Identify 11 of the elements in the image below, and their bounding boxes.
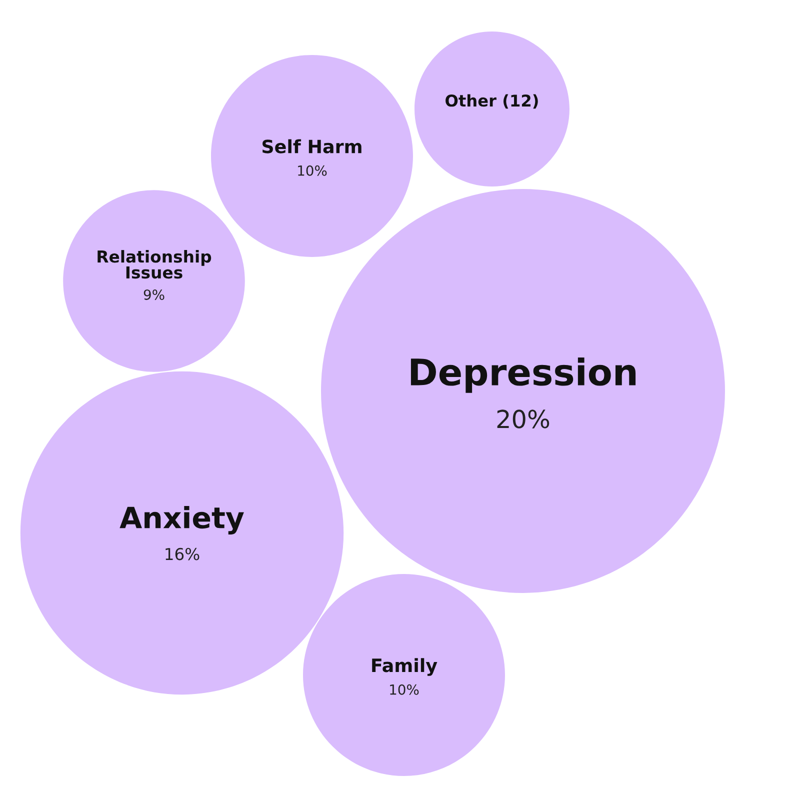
category-label: Depression — [410, 358, 636, 393]
category-label: Other (12) — [446, 94, 538, 109]
data-label: 20% — [497, 410, 550, 428]
data-label: 10% — [298, 165, 327, 176]
category-label: Anxiety — [120, 506, 244, 534]
data-label: 10% — [390, 684, 419, 695]
category-label: Relationship Issues — [98, 250, 212, 279]
category-label: Self Harm — [262, 139, 362, 154]
data-label: 9% — [144, 289, 164, 300]
data-label: 16% — [166, 548, 200, 560]
category-label: Family — [372, 658, 438, 676]
